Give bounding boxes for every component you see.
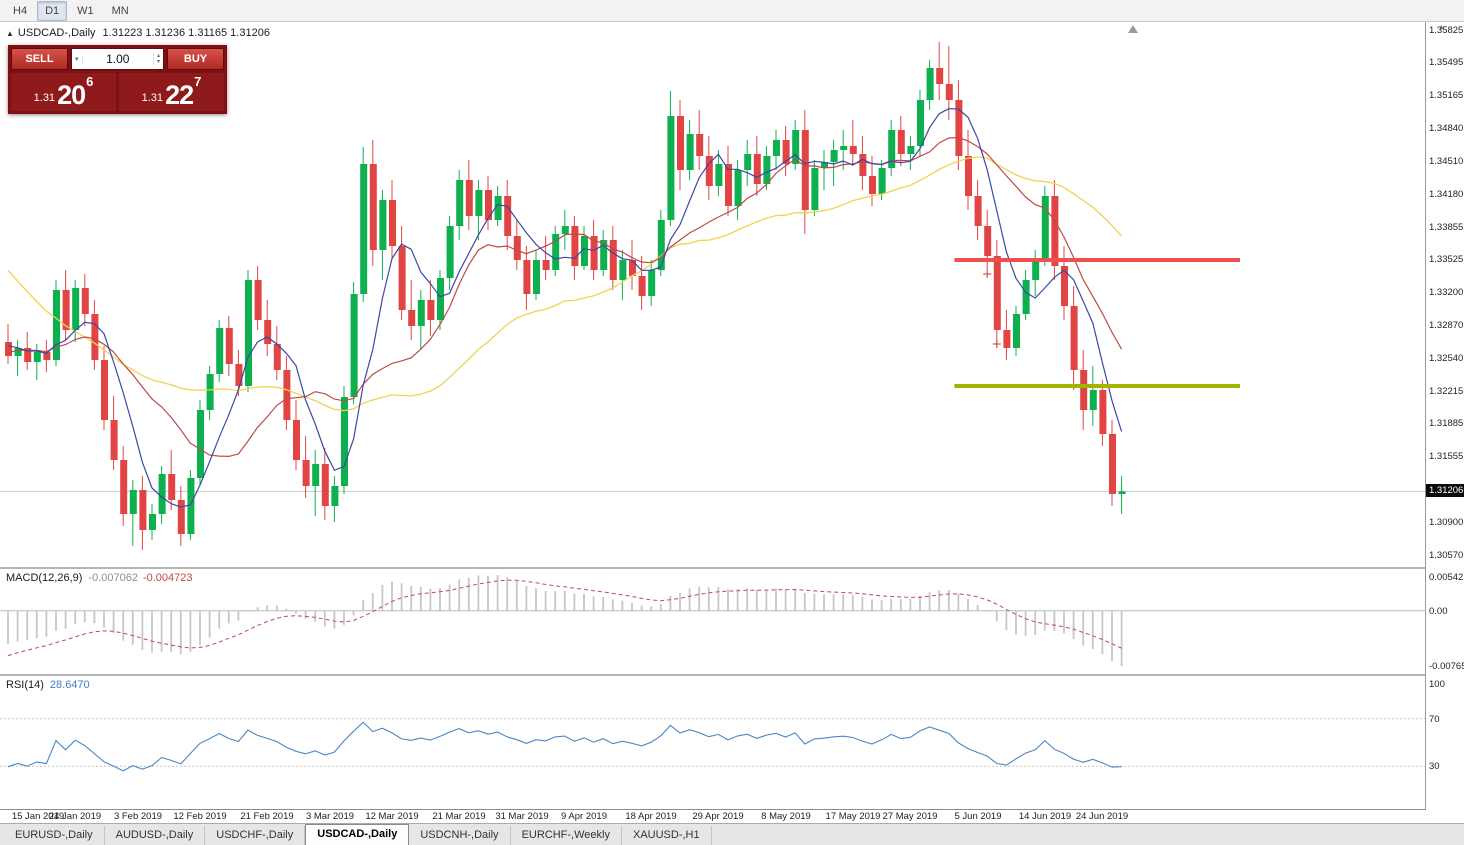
macd-chart[interactable]: [0, 569, 1425, 674]
macd-axis-min: -0.007656: [1429, 661, 1464, 672]
date-axis-label: 8 May 2019: [761, 811, 811, 822]
price-axis-label: 1.35165: [1429, 90, 1464, 101]
sell-price-display[interactable]: 1.31 20 6: [11, 73, 116, 111]
rsi-axis-30: 30: [1429, 761, 1440, 772]
volume-spinner[interactable]: ▴ ▾: [152, 53, 163, 65]
macd-name: MACD(12,26,9): [6, 572, 83, 584]
chart-tab-audusd[interactable]: AUDUSD-,Daily: [105, 826, 206, 845]
date-axis-label: 15 Jan 2019: [11, 811, 65, 822]
rsi-label: RSI(14) 28.6470: [6, 679, 90, 691]
date-axis-label: 21 Mar 2019: [432, 811, 486, 822]
price-axis-label: 1.32870: [1429, 320, 1464, 331]
chart-tab-usdchf[interactable]: USDCHF-,Daily: [205, 826, 306, 845]
rsi-chart[interactable]: [0, 676, 1425, 809]
date-axis-label: 5 Jun 2019: [954, 811, 1002, 822]
axis-divider: [0, 809, 1464, 810]
chart-window: ▲ USDCAD-,Daily 1.31223 1.31236 1.31165 1.…: [0, 22, 1464, 823]
axis-scroll-icon: ▲: [1438, 24, 1445, 31]
timeframe-button-d1[interactable]: D1: [37, 0, 68, 21]
date-axis-label: 3 Mar 2019: [305, 811, 355, 822]
timeframe-toolbar: H4 D1 W1 MN: [0, 0, 1464, 22]
chart-symbol-icon: ▲: [6, 29, 14, 38]
volume-dropdown-icon[interactable]: ▾: [72, 55, 83, 63]
chart-symbol-period: USDCAD-,Daily: [17, 27, 96, 39]
macd-signal-value: -0.004723: [142, 572, 193, 584]
date-axis-label: 12 Feb 2019: [173, 811, 227, 822]
date-axis-label: 3 Feb 2019: [113, 811, 163, 822]
macd-axis-max: 0.005421: [1429, 572, 1464, 583]
price-axis-label: 1.34510: [1429, 156, 1464, 167]
price-axis-label: 1.32215: [1429, 386, 1464, 397]
volume-input[interactable]: ▾ 1.00 ▴ ▾: [71, 48, 164, 70]
price-axis[interactable]: ▲ 1.31206 0.005421 0.00 -0.007656 100 70…: [1425, 22, 1464, 810]
price-axis-label: 1.31885: [1429, 418, 1464, 429]
buy-price-pips: 22: [165, 80, 194, 110]
timeframe-button-w1[interactable]: W1: [77, 4, 94, 17]
sell-price-base: 1.31: [33, 92, 56, 104]
sell-price-point: 6: [86, 74, 94, 89]
timeframe-button-mn[interactable]: MN: [111, 4, 129, 17]
buy-price-point: 7: [194, 74, 202, 89]
chart-tab-eurchf[interactable]: EURCHF-,Weekly: [511, 826, 622, 845]
price-axis-label: 1.35825: [1429, 25, 1464, 36]
date-axis-label: 29 Apr 2019: [692, 811, 744, 822]
macd-axis-zero: 0.00: [1429, 606, 1448, 617]
chart-tab-usdcnh[interactable]: USDCNH-,Daily: [409, 826, 511, 845]
price-axis-label: 1.31555: [1429, 451, 1464, 462]
price-axis-label: 1.34840: [1429, 123, 1464, 134]
rsi-axis-100: 100: [1429, 679, 1445, 690]
date-axis-label: 31 Mar 2019: [495, 811, 549, 822]
price-axis-label: 1.33525: [1429, 254, 1464, 265]
rsi-name: RSI(14): [6, 679, 44, 691]
date-axis-label: 27 May 2019: [882, 811, 938, 822]
pane-resize-handle[interactable]: [0, 567, 1464, 569]
spinner-up-icon[interactable]: ▴: [156, 53, 160, 59]
price-axis-label: 1.30900: [1429, 517, 1464, 528]
price-axis-label: 1.32540: [1429, 353, 1464, 364]
date-axis-label: 24 Jun 2019: [1075, 811, 1129, 822]
chart-tab-eurusd[interactable]: EURUSD-,Daily: [4, 826, 105, 845]
quote-ohlc-values: 1.31223 1.31236 1.31165 1.31206: [102, 27, 270, 39]
date-axis-label: 24 Jan 2019: [48, 811, 102, 822]
buy-price-base: 1.31: [141, 92, 164, 104]
main-chart-canvas[interactable]: ▲ USDCAD-,Daily 1.31223 1.31236 1.31165 1.…: [0, 22, 1425, 567]
date-axis-label: 9 Apr 2019: [561, 811, 607, 822]
macd-pane[interactable]: MACD(12,26,9) -0.007062 -0.004723: [0, 569, 1425, 674]
price-axis-label: 1.34180: [1429, 189, 1464, 200]
one-click-trading-panel: SELL ▾ 1.00 ▴ ▾ BUY 1.31 20 6: [8, 45, 227, 114]
sell-button[interactable]: SELL: [11, 48, 68, 70]
chart-tab-bar: EURUSD-,Daily AUDUSD-,Daily USDCHF-,Daily U…: [0, 823, 1464, 845]
candlestick-chart[interactable]: [0, 22, 1425, 567]
date-axis-label: 12 Mar 2019: [365, 811, 419, 822]
spinner-down-icon[interactable]: ▾: [156, 59, 160, 65]
volume-value[interactable]: 1.00: [106, 52, 130, 66]
date-axis-label: 17 May 2019: [825, 811, 881, 822]
current-price-tag: 1.31206: [1426, 484, 1464, 497]
date-axis-label: 14 Jun 2019: [1018, 811, 1072, 822]
rsi-value: 28.6470: [49, 679, 90, 691]
rsi-pane[interactable]: RSI(14) 28.6470: [0, 676, 1425, 809]
macd-main-value: -0.007062: [88, 572, 138, 584]
macd-label: MACD(12,26,9) -0.007062 -0.004723: [6, 572, 193, 584]
buy-price-display[interactable]: 1.31 22 7: [119, 73, 224, 111]
sell-price-pips: 20: [57, 80, 86, 110]
chart-tab-usdcad[interactable]: USDCAD-,Daily: [305, 824, 410, 845]
price-axis-label: 1.33200: [1429, 287, 1464, 298]
pane-resize-handle[interactable]: [0, 674, 1464, 676]
price-axis-label: 1.33855: [1429, 222, 1464, 233]
price-axis-label: 1.35495: [1429, 57, 1464, 68]
rsi-axis-70: 70: [1429, 714, 1440, 725]
date-axis-label: 18 Apr 2019: [625, 811, 677, 822]
chart-title: ▲ USDCAD-,Daily 1.31223 1.31236 1.31165 1.…: [6, 27, 270, 39]
price-axis-label: 1.30570: [1429, 550, 1464, 561]
timeframe-button-h4[interactable]: H4: [13, 4, 28, 17]
date-axis-label: 21 Feb 2019: [240, 811, 294, 822]
chart-tab-xauusd[interactable]: XAUUSD-,H1: [622, 826, 712, 845]
date-axis[interactable]: 15 Jan 2019 24 Jan 2019 3 Feb 2019 12 Feb 2…: [0, 810, 1464, 823]
buy-button[interactable]: BUY: [167, 48, 224, 70]
